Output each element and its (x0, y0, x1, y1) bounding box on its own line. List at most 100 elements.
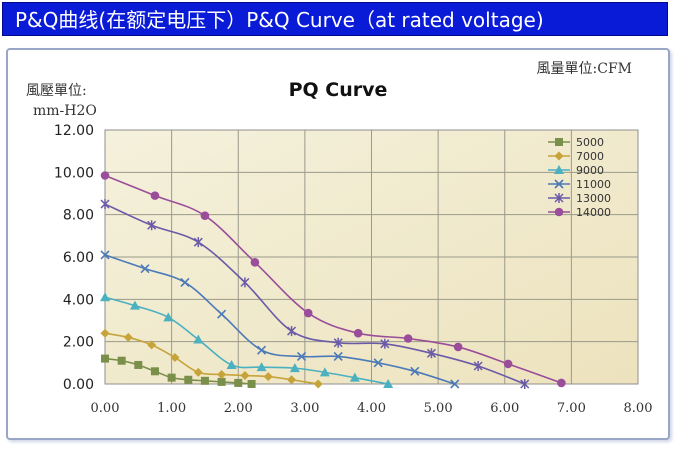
y-tick-label: 6.00 (63, 250, 94, 266)
data-point-13000 (520, 379, 530, 389)
series-line-7000 (104, 332, 319, 385)
x-tick-label: 7.00 (557, 401, 586, 416)
data-point-5000 (217, 377, 226, 386)
y-tick-label: 8.00 (63, 208, 94, 224)
y-tick-label: 4.00 (63, 292, 94, 308)
series-line-9000 (104, 296, 389, 385)
x-tick-labels: 0.00 1.00 2.00 3.00 4.00 5.00 6.00 7.00 8.00 (91, 401, 653, 416)
data-point-14000 (200, 211, 210, 221)
y-tick-labels: 0.00 2.00 4.00 6.00 8.00 10.00 12.00 (54, 123, 94, 393)
data-point-14000 (403, 334, 413, 343)
x-tick-label: 3.00 (290, 401, 319, 416)
data-point-7000 (240, 371, 250, 381)
y-axis-unit: mm-H2O (33, 103, 97, 119)
y-tick-label: 12.00 (54, 123, 94, 139)
data-point-11000 (373, 358, 383, 368)
data-point-9000 (319, 367, 330, 377)
data-point-7000 (193, 367, 203, 377)
data-point-13000 (240, 277, 250, 288)
data-point-7000 (263, 372, 273, 382)
data-point-7000 (170, 353, 180, 363)
legend-label-9000: 9000 (576, 164, 604, 177)
x-tick-label: 4.00 (357, 401, 386, 416)
data-point-13000 (333, 337, 343, 348)
legend-marker-11000 (554, 179, 564, 189)
y-tick-label: 2.00 (63, 335, 94, 351)
data-point-14000 (150, 191, 160, 200)
data-point-13000 (193, 237, 203, 248)
data-point-5000 (184, 375, 193, 384)
data-point-14000 (303, 308, 313, 318)
data-point-13000 (287, 326, 297, 337)
data-point-11000 (217, 309, 227, 319)
legend-marker-9000 (554, 165, 564, 174)
data-point-7000 (147, 340, 157, 350)
grid (105, 130, 638, 384)
data-point-9000 (193, 334, 204, 344)
data-point-9000 (163, 312, 174, 322)
chart-title: PQ Curve (289, 79, 388, 101)
data-point-9000 (256, 362, 267, 372)
data-point-13000 (100, 199, 110, 210)
legend-marker-13000 (554, 193, 564, 203)
data-point-13000 (380, 338, 390, 349)
data-point-11000 (100, 250, 110, 260)
data-point-7000 (123, 332, 133, 342)
legend-label-11000: 11000 (576, 178, 611, 191)
x-tick-label: 2.00 (224, 401, 253, 416)
data-point-13000 (473, 361, 483, 372)
legend-label-7000: 7000 (576, 150, 604, 163)
page-banner: P&Q曲线(在额定电压下）P&Q Curve（at rated voltage) (2, 2, 668, 36)
data-point-7000 (287, 375, 297, 385)
data-point-5000 (101, 354, 109, 363)
data-point-14000 (100, 171, 110, 180)
data-point-11000 (450, 379, 460, 389)
x-tick-label: 1.00 (157, 401, 186, 416)
data-point-9000 (129, 300, 140, 310)
data-point-11000 (333, 351, 343, 362)
data-point-11000 (296, 351, 307, 362)
legend-marker-5000 (555, 138, 563, 146)
x-tick-label: 5.00 (424, 401, 453, 416)
data-point-11000 (410, 366, 420, 376)
series-lines (104, 174, 562, 385)
legend-label-5000: 5000 (576, 136, 604, 149)
y-tick-label: 0.00 (63, 377, 94, 393)
data-point-5000 (200, 376, 209, 385)
data-point-5000 (150, 367, 159, 376)
data-point-11000 (180, 277, 190, 287)
data-point-11000 (140, 264, 150, 274)
data-point-14000 (503, 359, 513, 369)
data-point-14000 (250, 257, 260, 267)
legend-marker-14000 (554, 207, 564, 217)
data-point-7000 (217, 369, 227, 379)
data-point-5000 (117, 356, 126, 365)
data-point-13000 (147, 220, 157, 231)
data-point-14000 (453, 342, 463, 352)
data-point-13000 (426, 348, 436, 359)
x-tick-label: 8.00 (624, 401, 653, 416)
data-point-7000 (100, 328, 110, 338)
x-tick-label: 6.00 (490, 401, 519, 416)
y-axis-label: 風壓單位: (26, 83, 87, 99)
legend-marker-7000 (554, 151, 564, 161)
data-point-5000 (167, 373, 176, 382)
data-point-14000 (557, 378, 566, 388)
data-point-9000 (226, 359, 237, 369)
legend-label-13000: 13000 (576, 192, 611, 205)
data-point-5000 (247, 380, 256, 388)
series-line-13000 (104, 203, 526, 385)
legend-label-14000: 14000 (576, 206, 611, 219)
data-point-14000 (353, 328, 363, 338)
data-point-7000 (313, 379, 323, 389)
data-point-9000 (349, 372, 360, 382)
series-line-5000 (104, 357, 252, 385)
data-point-11000 (257, 345, 267, 355)
x-tick-label: 0.00 (91, 401, 120, 416)
data-point-5000 (134, 360, 143, 369)
data-point-9000 (100, 292, 110, 302)
series-markers (100, 171, 566, 389)
data-point-5000 (234, 378, 243, 387)
